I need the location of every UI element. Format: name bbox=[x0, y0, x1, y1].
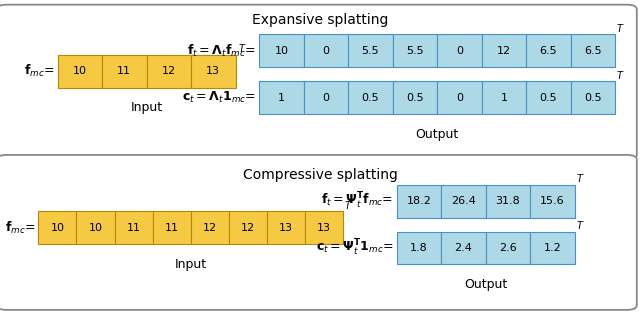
Text: 13: 13 bbox=[206, 66, 220, 76]
Text: 12: 12 bbox=[203, 223, 217, 233]
Bar bbox=[571, 34, 615, 67]
Bar bbox=[486, 185, 530, 218]
Text: 0: 0 bbox=[456, 46, 463, 56]
Bar bbox=[38, 211, 77, 244]
Text: T: T bbox=[577, 174, 582, 184]
Text: $\mathbf{c}_t = \mathbf{\Psi}_t^\mathbf{T}\mathbf{1}_{mc}$=: $\mathbf{c}_t = \mathbf{\Psi}_t^\mathbf{… bbox=[316, 238, 394, 258]
Text: 11: 11 bbox=[164, 223, 179, 233]
Bar bbox=[397, 232, 442, 264]
Bar bbox=[267, 211, 305, 244]
Text: 31.8: 31.8 bbox=[495, 196, 520, 206]
Text: 6.5: 6.5 bbox=[540, 46, 557, 56]
Bar bbox=[526, 81, 571, 114]
Bar bbox=[77, 211, 115, 244]
Bar bbox=[304, 81, 348, 114]
Text: 26.4: 26.4 bbox=[451, 196, 476, 206]
Text: T: T bbox=[345, 201, 351, 211]
Text: 5.5: 5.5 bbox=[362, 46, 380, 56]
Text: Input: Input bbox=[175, 258, 207, 271]
Bar bbox=[442, 232, 486, 264]
Text: $\mathbf{c}_t = \mathbf{\Lambda}_t\mathbf{1}_{mc}$=: $\mathbf{c}_t = \mathbf{\Lambda}_t\mathb… bbox=[182, 90, 256, 105]
Text: 0.5: 0.5 bbox=[406, 93, 424, 103]
Text: 1: 1 bbox=[278, 93, 285, 103]
Text: T: T bbox=[617, 24, 623, 34]
Text: 13: 13 bbox=[279, 223, 293, 233]
Text: 5.5: 5.5 bbox=[406, 46, 424, 56]
Text: 0.5: 0.5 bbox=[540, 93, 557, 103]
Text: $\mathbf{f}_t = \mathbf{\Psi}_t^\mathbf{T}\mathbf{f}_{mc}$=: $\mathbf{f}_t = \mathbf{\Psi}_t^\mathbf{… bbox=[321, 191, 394, 211]
Text: $\mathbf{f}_t = \mathbf{\Lambda}_t\mathbf{f}_{mc}$=: $\mathbf{f}_t = \mathbf{\Lambda}_t\mathb… bbox=[188, 43, 256, 59]
Bar bbox=[397, 185, 442, 218]
Bar bbox=[259, 81, 304, 114]
Bar bbox=[348, 81, 393, 114]
Bar bbox=[58, 55, 102, 88]
Bar bbox=[571, 81, 615, 114]
Text: 6.5: 6.5 bbox=[584, 46, 602, 56]
Text: Output: Output bbox=[464, 278, 508, 291]
Bar bbox=[152, 211, 191, 244]
Text: 10: 10 bbox=[73, 66, 87, 76]
Bar bbox=[393, 81, 437, 114]
Text: T: T bbox=[617, 71, 623, 81]
Bar bbox=[482, 34, 526, 67]
Bar bbox=[102, 55, 147, 88]
Bar bbox=[530, 232, 575, 264]
FancyBboxPatch shape bbox=[0, 5, 637, 160]
Text: 0: 0 bbox=[323, 46, 330, 56]
Text: 11: 11 bbox=[117, 66, 131, 76]
Text: T: T bbox=[577, 221, 582, 231]
Bar bbox=[191, 55, 236, 88]
Text: 18.2: 18.2 bbox=[406, 196, 431, 206]
Text: 0.5: 0.5 bbox=[362, 93, 380, 103]
Text: 12: 12 bbox=[497, 46, 511, 56]
Text: 10: 10 bbox=[51, 223, 65, 233]
Bar bbox=[437, 34, 482, 67]
Bar bbox=[147, 55, 191, 88]
Text: 0: 0 bbox=[456, 93, 463, 103]
Bar bbox=[530, 185, 575, 218]
Text: 12: 12 bbox=[162, 66, 176, 76]
Bar bbox=[115, 211, 152, 244]
Bar bbox=[229, 211, 267, 244]
FancyBboxPatch shape bbox=[0, 155, 637, 310]
Text: Output: Output bbox=[415, 128, 459, 141]
Text: 0: 0 bbox=[323, 93, 330, 103]
Text: 2.4: 2.4 bbox=[454, 243, 472, 253]
Bar bbox=[486, 232, 530, 264]
Bar bbox=[393, 34, 437, 67]
Bar bbox=[482, 81, 526, 114]
Text: 1.8: 1.8 bbox=[410, 243, 428, 253]
Text: 1: 1 bbox=[500, 93, 508, 103]
Text: 0.5: 0.5 bbox=[584, 93, 602, 103]
Text: 12: 12 bbox=[241, 223, 255, 233]
Text: T: T bbox=[239, 44, 244, 54]
Text: Compressive splatting: Compressive splatting bbox=[243, 168, 397, 182]
Text: 13: 13 bbox=[317, 223, 331, 233]
Text: $\mathbf{f}_{mc}$=: $\mathbf{f}_{mc}$= bbox=[4, 220, 35, 236]
Text: $\mathbf{f}_{mc}$=: $\mathbf{f}_{mc}$= bbox=[24, 63, 54, 79]
Text: 2.6: 2.6 bbox=[499, 243, 517, 253]
Bar bbox=[526, 34, 571, 67]
Bar bbox=[442, 185, 486, 218]
Text: 10: 10 bbox=[88, 223, 102, 233]
Text: 15.6: 15.6 bbox=[540, 196, 564, 206]
Text: Expansive splatting: Expansive splatting bbox=[252, 13, 388, 27]
Text: 10: 10 bbox=[275, 46, 289, 56]
Text: 11: 11 bbox=[127, 223, 141, 233]
Bar bbox=[305, 211, 343, 244]
Bar bbox=[348, 34, 393, 67]
Text: Input: Input bbox=[131, 101, 163, 115]
Bar bbox=[259, 34, 304, 67]
Bar bbox=[191, 211, 229, 244]
Text: 1.2: 1.2 bbox=[543, 243, 561, 253]
Bar bbox=[437, 81, 482, 114]
Bar bbox=[304, 34, 348, 67]
